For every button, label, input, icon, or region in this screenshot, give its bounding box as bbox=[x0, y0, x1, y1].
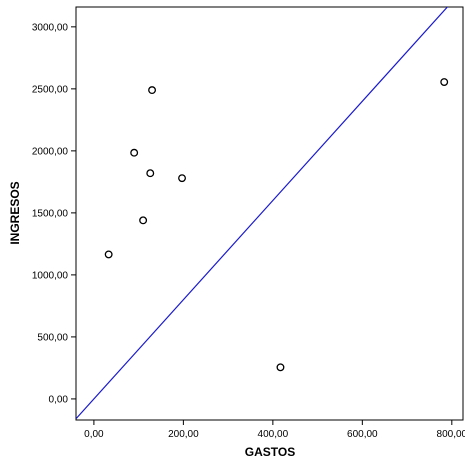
x-tick-label: 200,00 bbox=[168, 429, 199, 440]
y-axis-title: INGRESOS bbox=[8, 181, 22, 244]
data-point bbox=[148, 86, 157, 95]
data-point bbox=[276, 363, 285, 372]
plot-frame bbox=[75, 6, 464, 421]
data-point bbox=[104, 250, 113, 259]
data-points bbox=[104, 78, 449, 372]
data-point bbox=[146, 169, 155, 178]
data-point bbox=[130, 148, 139, 157]
y-tick-label: 1500,00 bbox=[32, 208, 69, 219]
reference-line bbox=[76, 7, 449, 420]
y-tick-label: 2000,00 bbox=[32, 146, 69, 157]
data-point bbox=[178, 174, 186, 183]
y-tick-label: 1000,00 bbox=[32, 270, 69, 281]
x-tick-label: 800,00 bbox=[437, 429, 465, 440]
x-tick-label: 400,00 bbox=[258, 429, 289, 440]
y-tick-label: 0,00 bbox=[49, 394, 69, 405]
data-point bbox=[440, 78, 449, 86]
x-axis-title: GASTOS bbox=[245, 445, 295, 459]
x-tick-label: 0,00 bbox=[84, 429, 104, 440]
data-point bbox=[139, 216, 148, 225]
x-tick-label: 600,00 bbox=[347, 429, 378, 440]
y-tick-label: 3000,00 bbox=[32, 22, 69, 33]
y-tick-label: 500,00 bbox=[37, 332, 68, 343]
x-axis: 0,00 200,00 400,00 600,00 800,00 bbox=[84, 420, 465, 440]
y-tick-label: 2500,00 bbox=[32, 84, 69, 95]
y-axis: 0,00 500,00 1000,00 1500,00 2000,00 2500,00 30… bbox=[32, 22, 76, 405]
